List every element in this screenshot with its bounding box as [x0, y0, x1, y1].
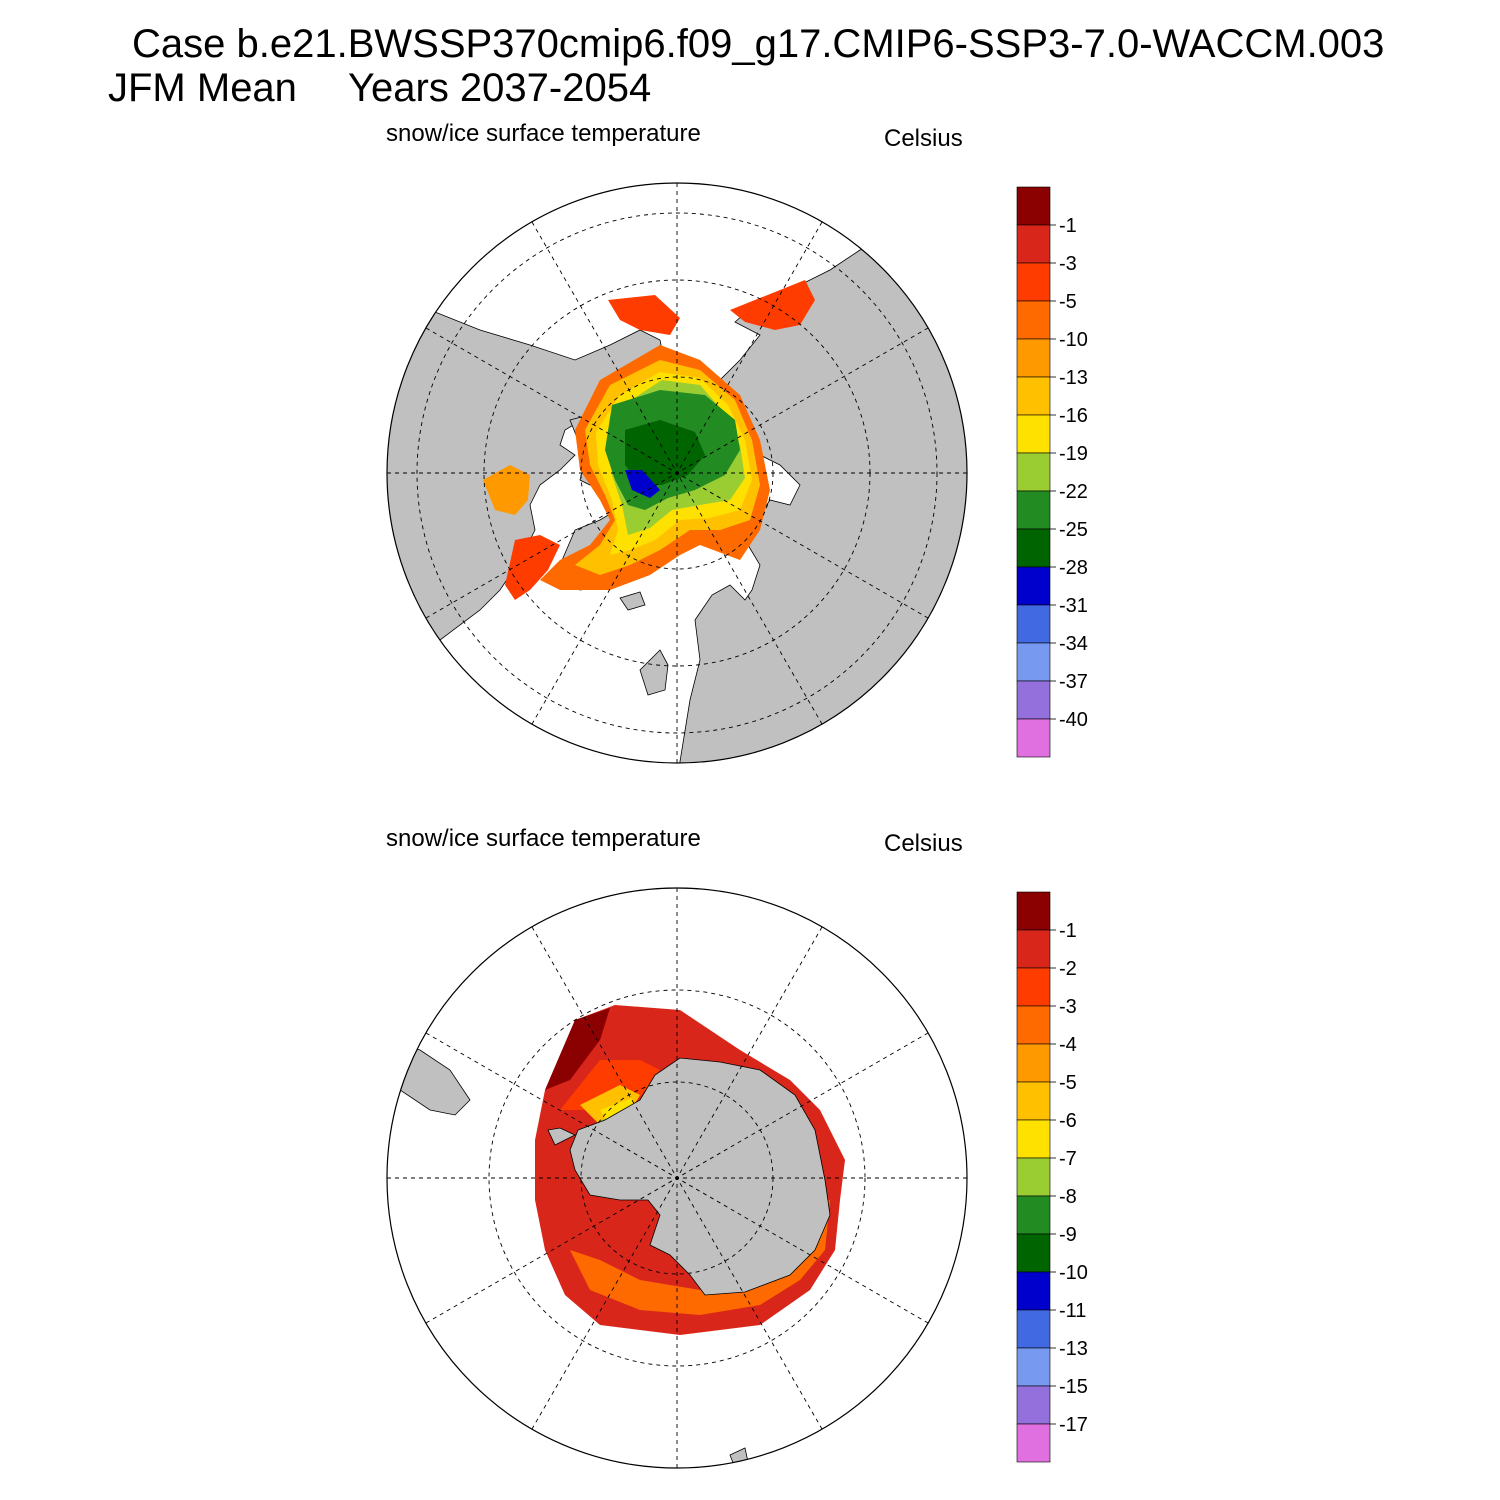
- colorbar-swatch: [1016, 1423, 1051, 1463]
- colorbar-tick-label: -9: [1059, 1224, 1077, 1246]
- colorbar-tick-label: -13: [1059, 1338, 1088, 1360]
- colorbar-swatch: [1016, 1195, 1051, 1235]
- ice-zone-minus-31: [625, 470, 660, 498]
- colorbar-swatch: [1016, 967, 1051, 1007]
- north-units-label: Celsius: [884, 125, 963, 152]
- period-label: JFM Mean: [108, 66, 297, 110]
- colorbar-swatch: [1016, 1157, 1051, 1197]
- colorbar-swatch: [1016, 186, 1051, 226]
- colorbar-swatch: [1016, 300, 1051, 340]
- arctic-land-iceland: [619, 591, 646, 611]
- colorbar-swatch: [1016, 1043, 1051, 1083]
- colorbar-tick-label: -31: [1059, 595, 1088, 617]
- colorbar-swatch: [1016, 528, 1051, 568]
- south-panel-title: snow/ice surface temperature: [386, 825, 701, 852]
- colorbar-tick-label: -11: [1059, 1300, 1086, 1322]
- colorbar-swatch: [1016, 224, 1051, 264]
- colorbar-swatch: [1016, 642, 1051, 682]
- colorbar-swatch: [1016, 414, 1051, 454]
- colorbar-swatch: [1016, 1233, 1051, 1273]
- colorbar-tick-label: -13: [1059, 367, 1088, 389]
- north-panel-title: snow/ice surface temperature: [386, 120, 701, 147]
- colorbar-tick-label: -37: [1059, 671, 1088, 693]
- south-units-label: Celsius: [884, 830, 963, 857]
- colorbar-swatch: [1016, 718, 1051, 758]
- colorbar-tick-label: -10: [1059, 329, 1088, 351]
- colorbar-tick-label: -5: [1059, 291, 1077, 313]
- colorbar-swatch: [1016, 1271, 1051, 1311]
- north-colorbar: -1 -3 -5 -10 -13 -16 -19 -22 -25 -28 -31 -34 -37 -40: [1016, 186, 1088, 758]
- colorbar-swatch: [1016, 680, 1051, 720]
- colorbar-tick-label: -2: [1059, 958, 1077, 980]
- colorbar-tick-label: -19: [1059, 443, 1088, 465]
- colorbar-tick-label: -7: [1059, 1148, 1077, 1170]
- colorbar-tick-label: -3: [1059, 253, 1077, 275]
- ice-zone-south-orange: [570, 1200, 830, 1315]
- arctic-map: [386, 182, 968, 764]
- colorbar-swatch: [1016, 262, 1051, 302]
- colorbar-tick-label: -3: [1059, 996, 1077, 1018]
- ice-patch-hudson-bay: [483, 465, 530, 515]
- colorbar-swatch: [1016, 1119, 1051, 1159]
- colorbar-swatch: [1016, 1385, 1051, 1425]
- arctic-map-border: [386, 182, 968, 764]
- colorbar-swatch: [1016, 929, 1051, 969]
- colorbar-tick-label: -40: [1059, 709, 1088, 731]
- colorbar-tick-label: -6: [1059, 1110, 1077, 1132]
- ice-patch-bering: [608, 295, 680, 335]
- colorbar-swatch: [1016, 566, 1051, 606]
- ice-zone-south-dark-red: [545, 1008, 610, 1090]
- colorbar-tick-label: -8: [1059, 1186, 1077, 1208]
- colorbar-tick-label: -5: [1059, 1072, 1077, 1094]
- colorbar-tick-label: -1: [1059, 920, 1077, 942]
- colorbar-swatch: [1016, 490, 1051, 530]
- antarctic-map: [386, 887, 968, 1469]
- colorbar-swatch: [1016, 1081, 1051, 1121]
- colorbar-tick-label: -17: [1059, 1414, 1088, 1436]
- colorbar-swatch: [1016, 452, 1051, 492]
- colorbar-tick-label: -15: [1059, 1376, 1088, 1398]
- years-label: Years 2037-2054: [348, 66, 652, 110]
- colorbar-swatch: [1016, 891, 1051, 931]
- colorbar-swatch: [1016, 1347, 1051, 1387]
- arctic-graticule: [387, 183, 967, 763]
- colorbar-tick-label: -28: [1059, 557, 1088, 579]
- colorbar-swatch: [1016, 604, 1051, 644]
- case-title: Case b.e21.BWSSP370cmip6.f09_g17.CMIP6-S…: [132, 22, 1385, 66]
- arctic-land-british-isles: [639, 649, 669, 696]
- colorbar-tick-label: -16: [1059, 405, 1088, 427]
- colorbar-swatch: [1016, 1309, 1051, 1349]
- colorbar-tick-label: -4: [1059, 1034, 1077, 1056]
- antarctic-graticule: [387, 888, 967, 1468]
- antarctic-land-continent: [569, 1057, 831, 1296]
- colorbar-swatch: [1016, 376, 1051, 416]
- colorbar-swatch: [1016, 1005, 1051, 1045]
- colorbar-tick-label: -10: [1059, 1262, 1088, 1284]
- colorbar-tick-label: -1: [1059, 215, 1077, 237]
- arctic-sea-ice-field: [483, 280, 815, 600]
- colorbar-tick-label: -25: [1059, 519, 1088, 541]
- colorbar-tick-label: -34: [1059, 633, 1088, 655]
- colorbar-tick-label: -22: [1059, 481, 1088, 503]
- antarctic-land-peninsula: [547, 1127, 576, 1146]
- antarctic-map-border: [386, 887, 968, 1469]
- south-colorbar: -1 -2 -3 -4 -5 -6 -7 -8 -9 -10 -11 -13 -15 -17: [1016, 891, 1088, 1463]
- colorbar-swatch: [1016, 338, 1051, 378]
